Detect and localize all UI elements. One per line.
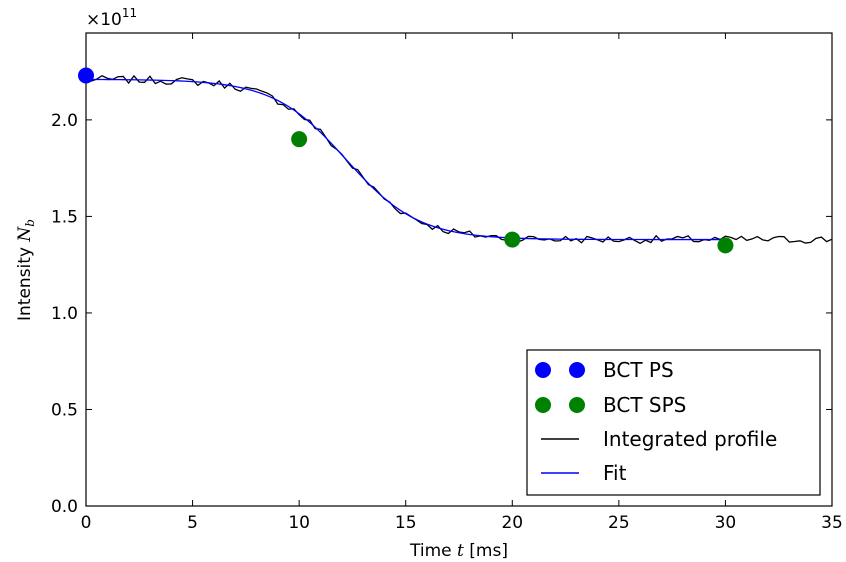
legend-marker-bct-ps: [535, 362, 551, 378]
y-tick-label: 2.0: [51, 111, 78, 131]
x-tick-label: 10: [288, 513, 310, 533]
plot-area-frame: [85, 32, 833, 507]
plot-lines: [85, 74, 833, 245]
x-tick-label: 35: [821, 513, 843, 533]
legend-label-bct-sps: BCT SPS: [603, 393, 686, 417]
legend-label-bct-ps: BCT PS: [603, 358, 674, 382]
y-axis-label: Intensity Nb: [15, 219, 37, 321]
x-tick-label: 15: [395, 513, 417, 533]
plot-points: [78, 67, 734, 254]
y-tick-label: 1.5: [51, 207, 78, 227]
y-multiplier-label: ×1011: [86, 6, 137, 30]
fit-line: [85, 78, 726, 241]
y-tick-label: 1.0: [51, 304, 78, 324]
x-tick-label: 25: [608, 513, 630, 533]
legend-marker-bct-sps: [569, 397, 585, 413]
bct-sps-point: [717, 237, 734, 254]
legend-marker-bct-ps: [569, 362, 585, 378]
x-axis-label: Time t [ms]: [409, 541, 508, 561]
bct-sps-point: [504, 231, 521, 248]
legend-label-fit: Fit: [603, 461, 627, 485]
x-tick-label: 5: [187, 513, 198, 533]
axis-ticks: 0 5 10 15 20 25 30 35 0.0 0.5 1.0 1.5 2.0: [51, 33, 843, 533]
legend-marker-bct-sps: [535, 397, 551, 413]
legend-label-integrated-profile: Integrated profile: [603, 427, 777, 451]
bct-ps-point: [78, 67, 94, 84]
x-tick-label: 30: [715, 513, 737, 533]
legend: BCT PS BCT SPS Integrated profile Fit: [526, 349, 821, 496]
y-tick-label: 0.0: [51, 497, 78, 517]
bct-sps-point: [291, 131, 308, 148]
y-tick-label: 0.5: [51, 400, 78, 420]
x-tick-label: 20: [501, 513, 523, 533]
x-tick-label: 0: [81, 513, 92, 533]
